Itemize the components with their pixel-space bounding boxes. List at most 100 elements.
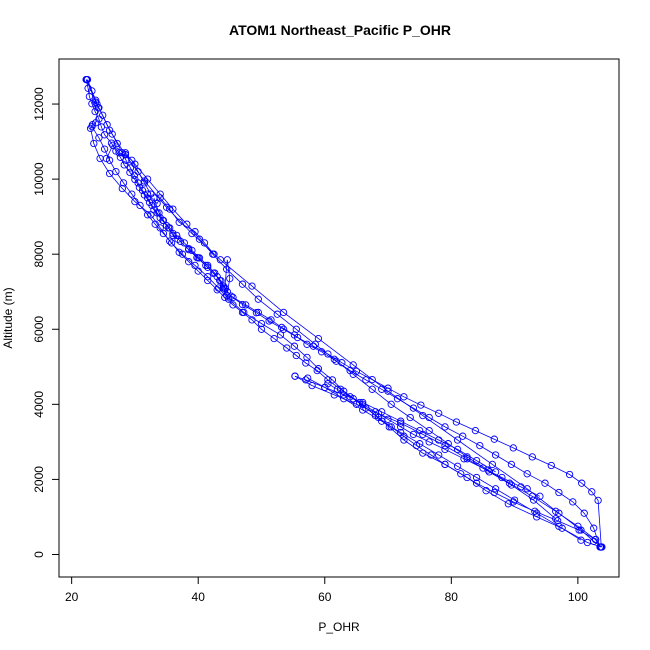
profile-series	[185, 244, 234, 300]
data-point	[457, 470, 465, 478]
series-line	[188, 248, 231, 297]
data-point	[279, 308, 288, 317]
series-line	[294, 375, 556, 520]
data-point	[397, 417, 405, 425]
profile-series	[304, 374, 585, 544]
data-point	[340, 395, 348, 403]
x-axis-label: P_OHR	[318, 620, 360, 634]
data-point	[185, 258, 193, 266]
data-point	[153, 209, 161, 217]
data-point	[588, 488, 596, 496]
data-point	[136, 201, 144, 210]
y-tick-label: 0	[32, 551, 46, 558]
data-point	[397, 419, 405, 427]
y-tick-label: 12000	[32, 87, 46, 121]
data-point	[195, 235, 204, 243]
data-point	[254, 295, 262, 303]
data-point	[291, 372, 299, 380]
data-point	[528, 453, 536, 461]
x-tick-label: 60	[318, 590, 332, 604]
data-point	[219, 282, 228, 290]
series-line	[147, 193, 215, 255]
data-point	[368, 385, 376, 393]
data-point	[257, 325, 266, 333]
x-axis: 20 40 60 80 100	[65, 576, 588, 604]
data-point	[590, 537, 598, 545]
data-point	[100, 145, 109, 153]
data-point	[441, 460, 449, 469]
data-point	[86, 124, 95, 133]
data-point	[416, 440, 424, 448]
data-point	[482, 487, 490, 495]
data-point	[536, 492, 544, 500]
data-point	[507, 481, 516, 489]
data-point	[118, 184, 126, 193]
data-point	[332, 357, 340, 365]
data-point	[488, 460, 497, 469]
series-line	[91, 126, 601, 548]
data-point	[359, 406, 367, 414]
data-point	[385, 423, 393, 431]
data-point	[384, 387, 392, 395]
y-tick-label: 8000	[32, 241, 46, 268]
data-point	[248, 282, 256, 290]
data-point	[93, 100, 101, 108]
data-point	[166, 205, 174, 213]
data-point	[169, 231, 177, 240]
data-point	[485, 468, 493, 476]
data-point	[435, 451, 443, 459]
data-point	[577, 536, 585, 544]
data-point	[590, 524, 598, 532]
data-point	[88, 122, 96, 131]
data-point	[406, 413, 414, 422]
data-point	[204, 263, 212, 271]
data-point	[128, 156, 136, 164]
data-point	[210, 250, 218, 258]
data-point	[226, 274, 234, 283]
data-point	[191, 261, 199, 270]
data-point	[349, 370, 357, 378]
data-point	[221, 284, 229, 292]
data-point	[140, 177, 149, 185]
data-point	[308, 381, 316, 390]
profile-series	[82, 75, 605, 551]
data-point	[397, 423, 405, 431]
data-point	[555, 488, 563, 497]
data-point	[278, 323, 286, 332]
data-point	[507, 460, 516, 469]
series-line	[307, 377, 582, 541]
data-point	[302, 376, 310, 384]
data-point	[270, 334, 278, 343]
data-point	[303, 353, 311, 362]
data-point	[302, 359, 310, 367]
data-point	[491, 451, 500, 459]
data-point	[509, 444, 517, 452]
y-tick-label: 10000	[32, 162, 46, 196]
data-point	[82, 75, 90, 84]
data-point	[453, 445, 462, 454]
data-point	[303, 340, 311, 348]
data-point	[119, 179, 128, 187]
data-point	[113, 139, 121, 148]
data-point	[267, 316, 275, 324]
data-point	[400, 393, 408, 401]
data-point	[92, 98, 100, 106]
data-point	[229, 301, 237, 309]
y-axis-label: Altitude (m)	[1, 287, 15, 348]
y-axis: 0 2000 4000 6000 8000 10000 12000	[32, 87, 60, 558]
data-point	[148, 201, 156, 210]
data-point	[452, 418, 461, 426]
data-point	[362, 376, 370, 384]
y-tick-label: 2000	[32, 466, 46, 493]
data-point	[194, 267, 202, 275]
data-point	[150, 194, 158, 202]
data-point	[194, 254, 202, 262]
data-point	[191, 228, 199, 236]
data-point	[105, 126, 114, 134]
x-tick-label: 80	[445, 590, 459, 604]
data-point	[333, 385, 342, 393]
data-point	[311, 340, 319, 348]
data-point	[204, 273, 212, 281]
data-point	[92, 96, 100, 104]
